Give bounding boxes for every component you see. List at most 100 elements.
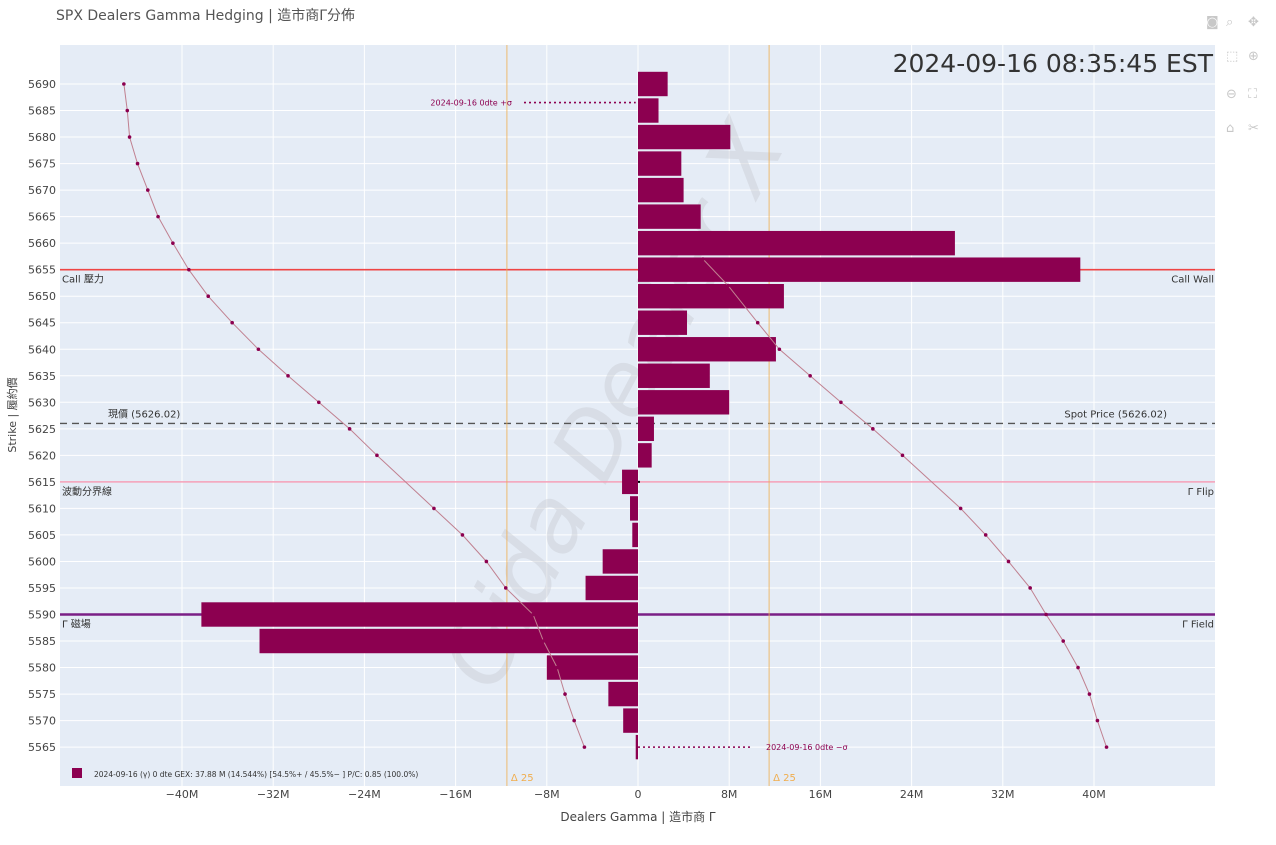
x-tick-label: 8M: [721, 788, 738, 801]
x-axis-label: Dealers Gamma | 造市商 Γ: [560, 809, 716, 824]
curve-point: [1104, 745, 1109, 749]
gamma-bar: [638, 337, 776, 362]
curve-point: [432, 506, 436, 511]
y-tick-label: 5635: [28, 370, 56, 383]
gamma-bar: [608, 681, 638, 707]
level-label-right: Γ Field: [1182, 620, 1214, 631]
delta-label: Δ 25: [511, 773, 534, 784]
gamma-bar: [632, 522, 638, 548]
curve-point: [187, 267, 191, 272]
x-tick-label: 24M: [900, 788, 924, 801]
y-tick-label: 5670: [28, 184, 56, 197]
annotations: 2024-09-16 0dte +σ 2024-09-16 0dte −σ: [430, 99, 847, 753]
gamma-bar: [585, 575, 638, 601]
y-tick-labels: 5565 5570 5575 5580 5585 5590 5595 5600 5605 5610…: [28, 78, 56, 754]
zoom-out-icon[interactable]: ⊖: [1226, 87, 1237, 102]
curve-point: [1044, 612, 1048, 617]
x-tick-label: 0: [635, 788, 642, 801]
curve-point: [726, 283, 730, 288]
curve-point: [808, 373, 812, 378]
curve-point: [286, 373, 290, 378]
gamma-bar: [638, 416, 654, 442]
curve-point: [839, 400, 843, 405]
curve-point: [541, 639, 546, 643]
y-tick-label: 5660: [28, 237, 56, 250]
gamma-bar: [638, 363, 710, 388]
curve-point: [1087, 692, 1092, 696]
curve-point: [1076, 665, 1080, 670]
y-tick-label: 5575: [28, 688, 56, 701]
y-tick-label: 5625: [28, 423, 56, 436]
delta-label: Δ 25: [773, 773, 796, 784]
autoscale-icon[interactable]: ⛶: [1248, 87, 1258, 102]
legend-swatch: [72, 768, 82, 778]
y-tick-label: 5580: [28, 662, 56, 675]
level-label-right: Γ Flip: [1188, 487, 1214, 498]
curve-point: [460, 533, 465, 537]
y-tick-label: 5630: [28, 396, 56, 409]
zoom-in-icon[interactable]: ⊕: [1248, 49, 1259, 64]
curve-point: [983, 533, 988, 537]
gamma-bars: [201, 71, 1081, 760]
x-tick-labels: −40M −32M −24M −16M −8M 0 8M 16M 24M 32M 40M: [166, 788, 1106, 801]
x-tick-label: 32M: [991, 788, 1015, 801]
zoom-icon[interactable]: ⌕: [1226, 15, 1234, 30]
sigma-annotation: 2024-09-16 0dte +σ: [430, 99, 512, 108]
box-select-icon[interactable]: ⬚: [1226, 49, 1239, 64]
gamma-bar: [638, 177, 684, 203]
level-label-left: Call 壓力: [62, 273, 104, 286]
curve-point: [375, 453, 379, 458]
curve-point: [1061, 639, 1066, 643]
curve-point: [230, 320, 234, 325]
x-tick-label: 40M: [1082, 788, 1106, 801]
gamma-bar: [622, 469, 638, 495]
gamma-bar: [638, 310, 688, 335]
y-tick-label: 5600: [28, 555, 56, 568]
y-tick-label: 5595: [28, 582, 56, 595]
y-tick-label: 5680: [28, 131, 56, 144]
y-tick-label: 5690: [28, 78, 56, 91]
y-tick-label: 5610: [28, 502, 56, 515]
y-tick-label: 5615: [28, 476, 56, 489]
curve-point: [125, 108, 130, 113]
y-tick-label: 5565: [28, 741, 56, 754]
gamma-bar: [638, 124, 731, 150]
y-tick-label: 5655: [28, 264, 56, 277]
curve-point: [206, 294, 211, 299]
gamma-bar: [602, 549, 638, 574]
spike-lines-icon[interactable]: ✂: [1248, 121, 1259, 136]
curve-point: [256, 347, 261, 352]
y-tick-label: 5665: [28, 211, 56, 224]
timestamp: 2024-09-16 08:35:45 EST: [893, 49, 1214, 78]
gamma-bar: [638, 390, 730, 415]
legend: 2024-09-16 (γ) 0 dte GEX: 37.88 M (14.54…: [72, 768, 418, 779]
curve-point: [900, 453, 905, 458]
y-tick-label: 5620: [28, 449, 56, 462]
y-axis-label: Strike | 履約價: [5, 377, 19, 452]
gamma-bar: [201, 602, 638, 627]
x-tick-label: −32M: [257, 788, 290, 801]
camera-icon[interactable]: ◙: [1206, 15, 1219, 30]
y-tick-label: 5605: [28, 529, 56, 542]
curve-point: [1095, 718, 1100, 723]
curve-point: [701, 257, 705, 261]
curve-point: [171, 241, 175, 245]
level-label-left: 現價 (5626.02): [108, 407, 180, 420]
y-tick-label: 5585: [28, 635, 56, 648]
curve-point: [777, 347, 782, 352]
pan-icon[interactable]: ✥: [1248, 15, 1259, 30]
curve-point: [958, 506, 963, 511]
gamma-bar: [638, 98, 659, 123]
gamma-bar: [638, 283, 784, 309]
curve-point: [555, 665, 559, 670]
reset-axes-icon[interactable]: ⌂: [1226, 121, 1235, 136]
curve-point: [1006, 559, 1011, 564]
gamma-bar: [635, 734, 638, 760]
x-tick-label: −24M: [348, 788, 381, 801]
gamma-curves: [122, 82, 1109, 749]
y-tick-label: 5650: [28, 290, 56, 303]
curve-point: [347, 427, 352, 431]
curve-point: [582, 745, 587, 749]
y-tick-label: 5640: [28, 343, 56, 356]
